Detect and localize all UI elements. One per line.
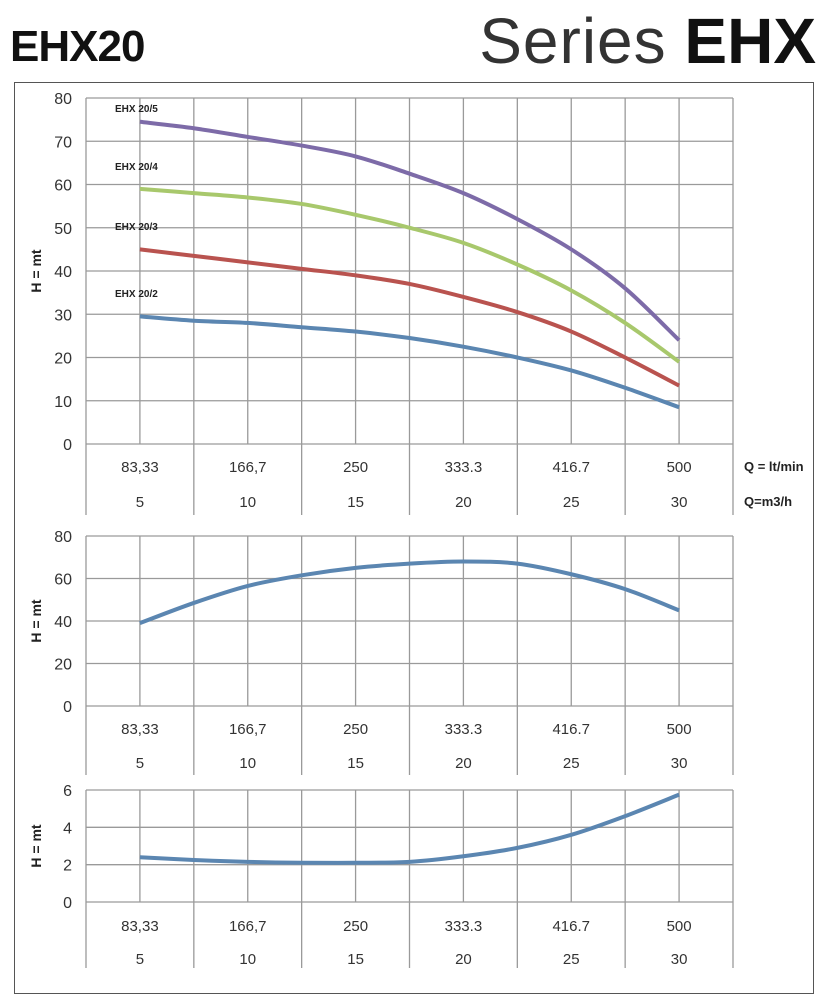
series-title: Series EHX [479, 4, 816, 78]
x-tick-label-m3h: 25 [563, 494, 580, 511]
x-tick-label-m3h: 5 [136, 951, 144, 968]
x-tick-label-m3h: 25 [563, 951, 580, 968]
y-axis-label: H = mt [28, 824, 44, 868]
y-tick-label: 20 [54, 351, 72, 368]
x-tick-label-m3h: 30 [671, 755, 688, 772]
x-tick-label-lpm: 166,7 [229, 459, 267, 476]
y-tick-label: 10 [54, 394, 72, 411]
y-tick-label: 0 [63, 895, 72, 912]
y-tick-label: 20 [54, 657, 72, 674]
x-tick-label-lpm: 250 [343, 721, 368, 738]
x-tick-label-m3h: 30 [671, 951, 688, 968]
y-axis-label: H = mt [28, 249, 44, 293]
x-tick-label-lpm: 333.3 [445, 721, 483, 738]
chart-frame [14, 82, 814, 994]
y-tick-label: 80 [54, 529, 72, 546]
y-tick-label: 0 [63, 699, 72, 716]
series-label: EHX 20/5 [115, 104, 158, 115]
x-tick-label-lpm: 83,33 [121, 459, 159, 476]
y-tick-label: 60 [54, 178, 72, 195]
x-tick-label-m3h: 25 [563, 755, 580, 772]
y-tick-label: 6 [63, 783, 72, 800]
x-tick-label-lpm: 500 [667, 459, 692, 476]
y-tick-label: 2 [63, 858, 72, 875]
x-tick-label-lpm: 333.3 [445, 459, 483, 476]
series-label: EHX 20/4 [115, 162, 158, 173]
x-tick-label-m3h: 30 [671, 494, 688, 511]
y-tick-label: 50 [54, 221, 72, 238]
y-tick-label: 4 [63, 820, 72, 837]
x-axis-label-m3h: Q=m3/h [744, 494, 792, 509]
y-tick-label: 40 [54, 264, 72, 281]
x-tick-label-lpm: 500 [667, 918, 692, 935]
x-tick-label-lpm: 416.7 [552, 721, 590, 738]
x-tick-label-m3h: 15 [347, 755, 364, 772]
x-tick-label-lpm: 416.7 [552, 918, 590, 935]
series-name: EHX [684, 5, 816, 77]
x-tick-label-m3h: 10 [239, 494, 256, 511]
x-tick-label-m3h: 10 [239, 755, 256, 772]
x-tick-label-m3h: 15 [347, 494, 364, 511]
x-tick-label-lpm: 500 [667, 721, 692, 738]
x-tick-label-m3h: 20 [455, 951, 472, 968]
x-tick-label-m3h: 20 [455, 494, 472, 511]
x-tick-label-m3h: 10 [239, 951, 256, 968]
series-label: EHX 20/3 [115, 222, 158, 233]
y-tick-label: 60 [54, 572, 72, 589]
x-tick-label-lpm: 333.3 [445, 918, 483, 935]
y-axis-label: H = mt [28, 599, 44, 643]
x-tick-label-lpm: 83,33 [121, 918, 159, 935]
x-axis-label-lpm: Q = lt/min [744, 459, 804, 474]
y-tick-label: 80 [54, 91, 72, 108]
x-tick-label-m3h: 20 [455, 755, 472, 772]
x-tick-label-lpm: 83,33 [121, 721, 159, 738]
y-tick-label: 30 [54, 307, 72, 324]
model-title: EHX20 [10, 22, 145, 71]
y-tick-label: 70 [54, 134, 72, 151]
x-tick-label-lpm: 416.7 [552, 459, 590, 476]
series-prefix: Series [479, 5, 667, 77]
x-tick-label-m3h: 5 [136, 755, 144, 772]
x-tick-label-m3h: 15 [347, 951, 364, 968]
y-tick-label: 40 [54, 614, 72, 631]
series-label: EHX 20/2 [115, 289, 158, 300]
y-tick-label: 0 [63, 437, 72, 454]
x-tick-label-lpm: 250 [343, 918, 368, 935]
x-tick-label-lpm: 166,7 [229, 721, 267, 738]
x-tick-label-m3h: 5 [136, 494, 144, 511]
x-tick-label-lpm: 250 [343, 459, 368, 476]
x-tick-label-lpm: 166,7 [229, 918, 267, 935]
